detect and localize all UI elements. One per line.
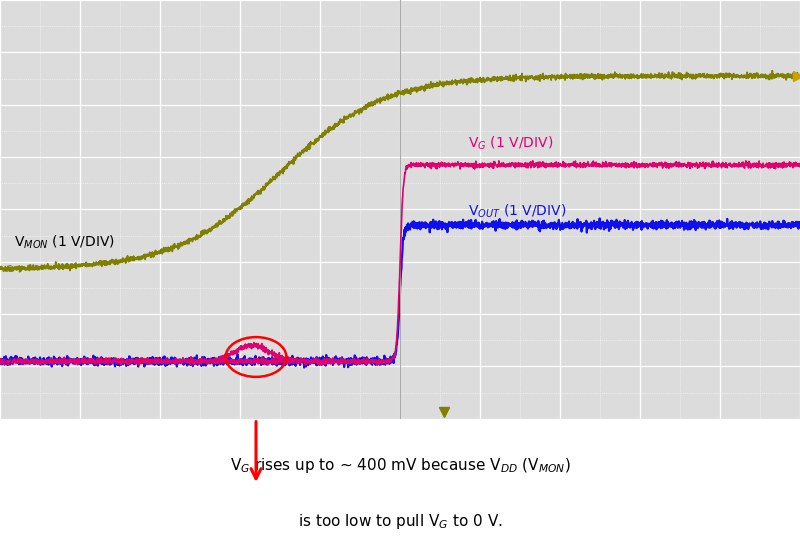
Text: c2: c2 — [4, 356, 14, 366]
Text: is too low to pull V$_G$ to 0 V.: is too low to pull V$_G$ to 0 V. — [298, 512, 502, 531]
Text: V$_G$ rises up to ~ 400 mV because V$_{DD}$ (V$_{MON}$): V$_G$ rises up to ~ 400 mV because V$_{D… — [230, 456, 570, 474]
Text: c1: c1 — [4, 265, 14, 274]
Text: V$_{MON}$ (1 V/DIV): V$_{MON}$ (1 V/DIV) — [14, 234, 115, 251]
Text: V$_{OUT}$ (1 V/DIV): V$_{OUT}$ (1 V/DIV) — [468, 202, 566, 220]
Text: V$_G$ (1 V/DIV): V$_G$ (1 V/DIV) — [468, 134, 554, 152]
